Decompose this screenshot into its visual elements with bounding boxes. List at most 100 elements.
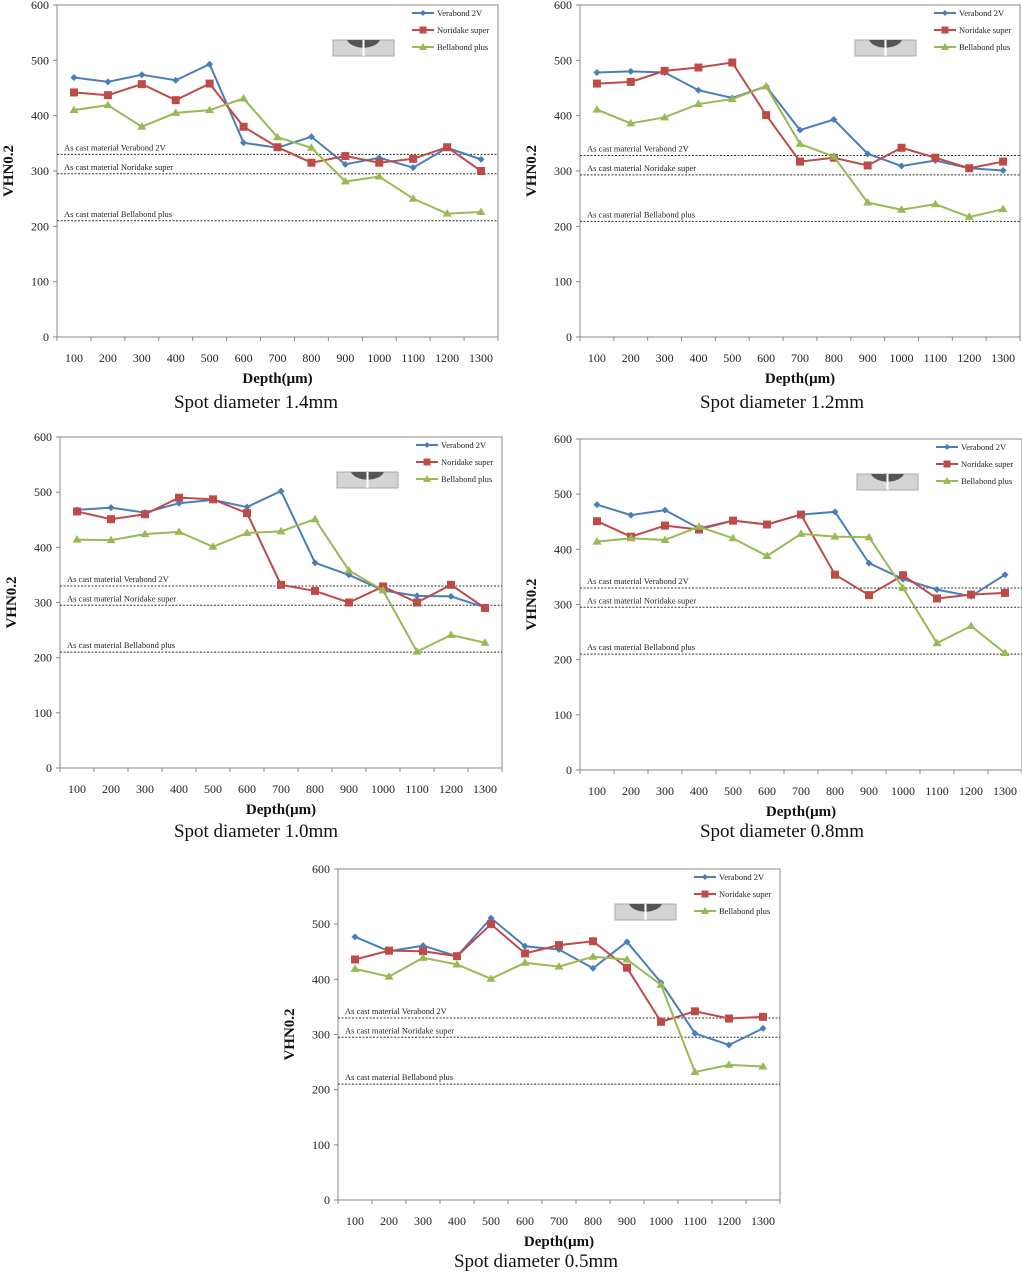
y-tick-label: 600 bbox=[554, 432, 572, 446]
reference-line-label: As cast material Noridake super bbox=[64, 162, 173, 172]
data-point bbox=[660, 535, 670, 543]
data-point bbox=[897, 143, 906, 152]
y-tick-label: 600 bbox=[554, 0, 572, 12]
data-point bbox=[691, 1007, 699, 1016]
data-point bbox=[931, 153, 940, 162]
data-point bbox=[694, 63, 703, 72]
data-point bbox=[694, 522, 704, 530]
data-point bbox=[70, 73, 78, 81]
chart-svg-3: 0 100 200 300 400 500 600 100 200 300 400 500 600 700… bbox=[4, 430, 503, 818]
x-tick-label: 700 bbox=[550, 1214, 568, 1228]
x-axis-label: Depth(μm) bbox=[242, 371, 312, 387]
x-tick-label: 1300 bbox=[993, 784, 1017, 798]
data-point bbox=[592, 79, 601, 88]
data-point bbox=[384, 972, 394, 980]
data-point bbox=[306, 143, 316, 151]
x-tick-label: 500 bbox=[723, 351, 741, 365]
data-point bbox=[174, 527, 184, 535]
data-point bbox=[172, 76, 180, 84]
x-tick-label: 500 bbox=[204, 782, 222, 796]
data-point bbox=[311, 586, 319, 595]
data-point bbox=[140, 529, 150, 538]
data-point bbox=[408, 194, 418, 202]
data-point bbox=[477, 155, 485, 163]
data-point bbox=[626, 533, 636, 542]
data-point bbox=[277, 487, 285, 495]
y-tick-label: 0 bbox=[46, 761, 52, 775]
data-point bbox=[103, 100, 113, 109]
data-point bbox=[1001, 571, 1009, 579]
y-tick-label: 400 bbox=[554, 109, 572, 123]
data-point bbox=[728, 533, 738, 542]
data-point bbox=[865, 591, 873, 600]
reference-line-label: As cast material Verabond 2V bbox=[67, 574, 170, 584]
x-tick-label: 400 bbox=[170, 782, 188, 796]
data-point bbox=[171, 108, 181, 116]
x-tick-label: 800 bbox=[825, 351, 843, 365]
data-point bbox=[351, 933, 359, 941]
data-point bbox=[243, 509, 251, 518]
y-tick-label: 100 bbox=[34, 706, 52, 720]
reference-line-label: As cast material Verabond 2V bbox=[64, 142, 167, 152]
x-tick-label: 600 bbox=[516, 1214, 534, 1228]
data-point bbox=[243, 503, 251, 511]
data-point bbox=[413, 592, 421, 600]
data-point bbox=[307, 133, 315, 141]
data-point bbox=[999, 157, 1008, 166]
x-tick-label: 1000 bbox=[371, 782, 395, 796]
data-point bbox=[933, 594, 941, 603]
chart-title: Spot diameter 0.8mm bbox=[699, 821, 865, 842]
data-point bbox=[626, 118, 636, 127]
data-point bbox=[865, 559, 873, 567]
y-tick-label: 400 bbox=[554, 542, 572, 556]
legend-label: Bellabond plus bbox=[959, 42, 1010, 52]
legend-label: Verabond 2V bbox=[959, 8, 1005, 18]
reference-line-label: As cast material Noridake super bbox=[587, 163, 696, 173]
x-tick-label: 1200 bbox=[957, 351, 981, 365]
data-point bbox=[727, 94, 737, 103]
data-point bbox=[898, 162, 906, 170]
data-point bbox=[107, 515, 115, 524]
data-point bbox=[137, 122, 147, 130]
legend-marker bbox=[702, 874, 708, 880]
data-point bbox=[273, 132, 282, 141]
data-point bbox=[761, 81, 771, 90]
x-tick-label: 500 bbox=[724, 784, 742, 798]
data-point bbox=[205, 105, 215, 114]
x-tick-label: 700 bbox=[792, 784, 810, 798]
data-point bbox=[209, 495, 217, 504]
legend-marker bbox=[423, 475, 431, 482]
x-axis-label: Depth(μm) bbox=[765, 371, 835, 387]
legend-marker bbox=[420, 10, 426, 16]
data-point bbox=[660, 66, 669, 75]
legend-label: Bellabond plus bbox=[719, 906, 770, 916]
data-point bbox=[966, 621, 976, 630]
y-tick-label: 200 bbox=[34, 651, 52, 665]
data-point bbox=[999, 166, 1007, 174]
legend-marker bbox=[701, 890, 709, 898]
data-point bbox=[205, 79, 214, 88]
reference-line-label: As cast material Verabond 2V bbox=[587, 576, 690, 586]
chart-svg-2: 0 100 200 300 400 500 600 100 200 300 400 500 600 700… bbox=[524, 0, 1021, 387]
data-point bbox=[831, 570, 839, 579]
y-axis-label: VHN0.2 bbox=[282, 1008, 298, 1060]
legend-marker bbox=[419, 26, 427, 34]
y-tick-label: 200 bbox=[31, 219, 49, 233]
data-point bbox=[1001, 588, 1009, 597]
legend-label: Bellabond plus bbox=[437, 42, 488, 52]
y-axis-label: VHN0.2 bbox=[4, 576, 20, 628]
x-tick-label: 1100 bbox=[401, 351, 425, 365]
y-tick-label: 200 bbox=[554, 219, 572, 233]
x-tick-label: 600 bbox=[238, 782, 256, 796]
data-point bbox=[728, 58, 737, 67]
reference-line-label: As cast material Bellabond plus bbox=[345, 1072, 453, 1082]
data-point bbox=[623, 963, 631, 972]
data-point bbox=[967, 590, 975, 599]
x-tick-label: 200 bbox=[622, 784, 640, 798]
data-point bbox=[481, 604, 489, 613]
chart-title: Spot diameter 1.4mm bbox=[173, 392, 339, 413]
data-point bbox=[138, 71, 146, 79]
data-point bbox=[758, 1061, 768, 1070]
x-tick-label: 1300 bbox=[473, 782, 497, 796]
data-point bbox=[661, 506, 669, 514]
